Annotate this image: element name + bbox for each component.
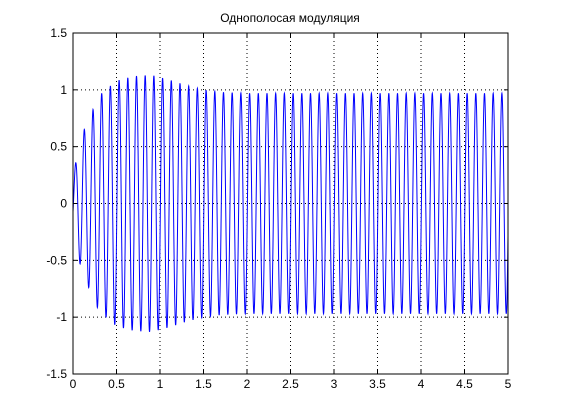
- x-tick-label: 0: [70, 377, 77, 391]
- axis-ticks: [72, 32, 509, 375]
- x-axis-tick-labels: 0 0.5 1 1.5 2 2.5 3 3.5 4 4.5 5: [70, 377, 512, 391]
- y-tick-label: -1.5: [46, 367, 67, 381]
- x-tick-label: 0.5: [108, 377, 125, 391]
- x-tick-label: 4: [418, 377, 425, 391]
- y-tick-label: 1: [60, 83, 67, 97]
- x-tick-label: 2.5: [282, 377, 299, 391]
- x-tick-label: 5: [505, 377, 512, 391]
- y-tick-label: -1: [56, 310, 67, 324]
- y-tick-label: -0.5: [46, 253, 67, 267]
- x-tick-label: 4.5: [456, 377, 473, 391]
- y-tick-label: 0: [60, 197, 67, 211]
- signal-line: [72, 75, 509, 332]
- y-tick-label: 1.5: [50, 26, 67, 40]
- x-tick-label: 3.5: [369, 377, 386, 391]
- y-axis-tick-labels: -1.5 -1 -0.5 0 0.5 1 1.5: [46, 26, 67, 381]
- x-tick-label: 3: [331, 377, 338, 391]
- x-tick-label: 1.5: [195, 377, 212, 391]
- series-layer: [72, 75, 509, 332]
- y-tick-label: 0.5: [50, 140, 67, 154]
- chart-title: Однополосая модуляция: [220, 11, 360, 25]
- x-tick-label: 1: [157, 377, 164, 391]
- x-tick-label: 2: [244, 377, 251, 391]
